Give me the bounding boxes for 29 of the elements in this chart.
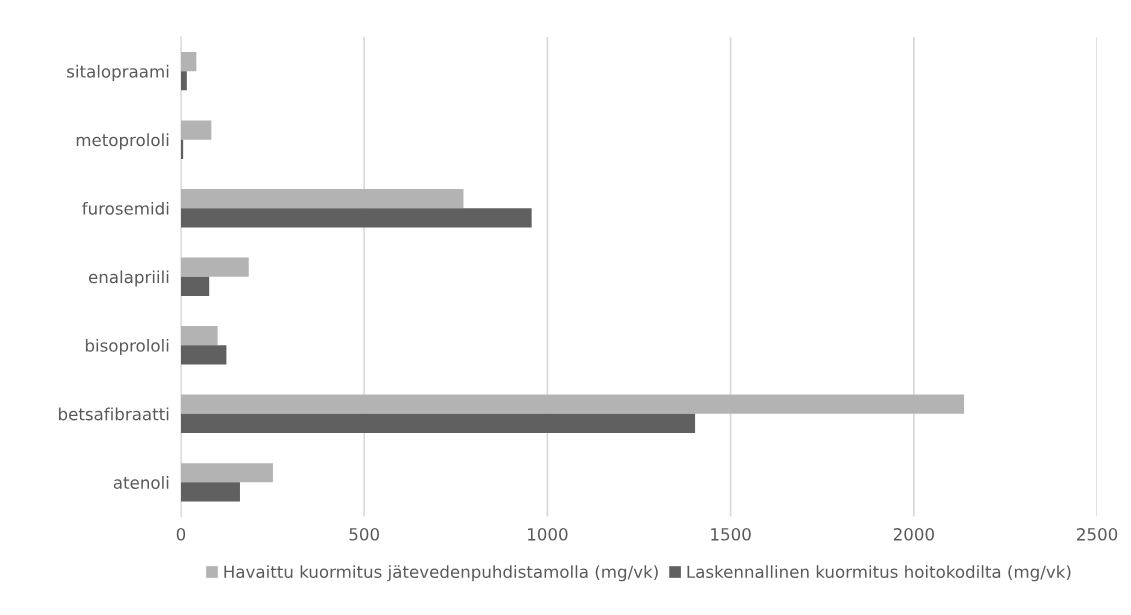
y-tick-label: atenoli [113,476,169,489]
y-tick-label: furosemidi [82,201,169,215]
x-tick-label: 2000 [893,528,934,541]
bar [180,51,197,72]
bar [180,71,187,91]
bar [180,413,696,433]
legend-label: Havaittu kuormitus jätevedenpuhdistamolla (mg/vk) [224,565,658,582]
x-tick-label: 1500 [711,528,751,541]
y-tick-label: betsafibraatti [59,407,169,421]
y-tick-label: sitalopraami [67,64,169,81]
y-tick-label: enalapriili [88,270,169,287]
y-tick-label: bisoprololi [85,338,169,356]
legend-label: Laskennallinen kuormitus hoitokodilta (mg/vk) [687,565,1071,582]
bar [180,139,184,159]
bar [180,120,212,140]
bar [180,326,218,346]
x-tick-label: 500 [349,528,379,541]
bar [180,394,965,414]
bar [180,482,240,502]
bar [180,257,249,277]
bar [180,208,532,228]
bar [180,189,464,209]
x-tick-label: 1000 [528,528,568,541]
y-tick-label: metoprololi [76,133,169,150]
bar [180,276,210,296]
bar [180,345,227,365]
x-tick-label: 0 [176,528,186,541]
x-tick-label: 2500 [1077,528,1118,541]
bar [180,463,273,483]
